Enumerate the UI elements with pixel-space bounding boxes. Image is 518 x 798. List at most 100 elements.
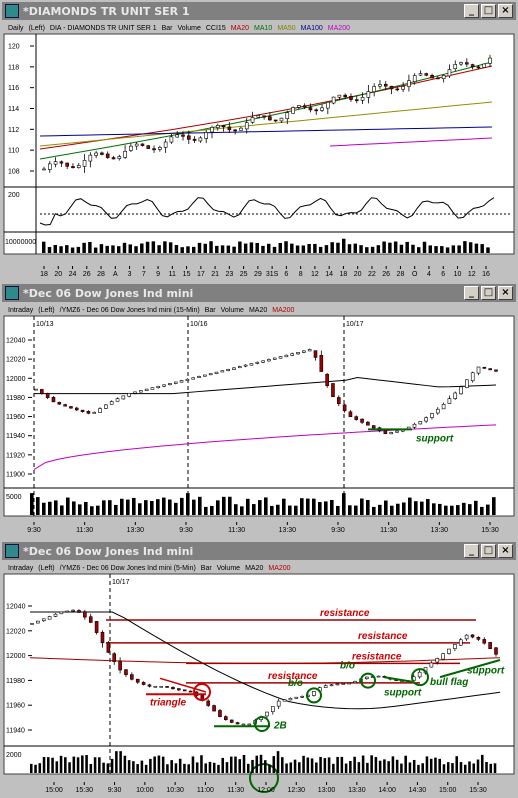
volume-bar — [127, 760, 131, 773]
price-tick-label: 120 — [8, 44, 20, 51]
price-candle — [208, 373, 213, 376]
maximize-button[interactable]: □ — [481, 544, 496, 558]
volume-bar — [474, 243, 479, 253]
window-titlebar[interactable]: *Dec 06 Dow Jones Ind mini _ □ × — [2, 542, 516, 560]
volume-bar — [47, 247, 52, 253]
window-titlebar[interactable]: *Dec 06 Dow Jones Ind mini _ □ × — [2, 284, 516, 302]
x-tick-label: 23 — [225, 271, 233, 278]
price-candle — [312, 691, 316, 696]
price-candle — [158, 147, 162, 150]
volume-bar — [446, 762, 450, 773]
price-candle — [294, 696, 299, 699]
volume-bar — [102, 762, 105, 773]
cci-line — [39, 197, 495, 226]
volume-bar — [144, 500, 148, 515]
price-candle — [59, 161, 64, 164]
close-button[interactable]: × — [498, 4, 513, 18]
volume-bar — [319, 756, 322, 773]
window-ym-5min: *Dec 06 Dow Jones Ind mini _ □ × Intrada… — [0, 540, 518, 798]
volume-bar — [384, 500, 388, 515]
close-button[interactable]: × — [498, 544, 513, 558]
volume-bar — [106, 763, 110, 773]
volume-bar — [442, 764, 446, 773]
volume-bar — [324, 501, 328, 515]
price-candle — [458, 639, 463, 646]
volume-bar — [462, 502, 466, 515]
volume-bar — [456, 505, 460, 515]
price-candle — [307, 349, 312, 352]
volume-bar — [228, 496, 232, 515]
header-part: CCI15 — [206, 25, 226, 32]
volume-bar — [388, 242, 392, 253]
volume-bar — [422, 241, 427, 253]
ym-15min-chart[interactable]: Intraday (Left) /YMZ6 - Dec 06 Dow Jones I… — [0, 282, 518, 540]
volume-bar — [203, 243, 207, 253]
close-button[interactable]: × — [498, 286, 513, 300]
volume-bar — [234, 504, 238, 515]
volume-bar — [110, 758, 114, 773]
minimize-button[interactable]: _ — [464, 286, 479, 300]
price-tick-label: 12040 — [6, 604, 26, 611]
volume-bar — [365, 247, 369, 253]
volume-bar — [485, 761, 488, 773]
price-candle — [30, 623, 34, 625]
support-line — [439, 659, 501, 679]
price-candle — [206, 700, 211, 706]
price-candle — [241, 723, 246, 726]
volume-bar — [238, 241, 242, 253]
price-candle — [191, 377, 196, 380]
volume-bar — [238, 759, 242, 773]
x-tick-label: A — [113, 271, 118, 278]
app-icon — [5, 4, 19, 18]
ym-5min-chart[interactable]: Intraday (Left) /YMZ6 - Dec 06 Dow Jones I… — [0, 540, 518, 798]
volume-bar — [451, 245, 456, 253]
price-candle — [249, 363, 254, 366]
diamonds-daily-chart[interactable]: Daily (Left) DIA - DIAMONDS TR UNIT SER 1 B… — [0, 0, 518, 282]
volume-bar — [353, 756, 356, 773]
volume-bar — [68, 762, 71, 773]
volume-bar — [330, 499, 334, 515]
window-titlebar[interactable]: *DIAMONDS TR UNIT SER 1 _ □ × — [2, 2, 516, 20]
price-candle — [331, 96, 336, 104]
price-candle — [288, 698, 293, 701]
volume-bar — [290, 243, 294, 253]
maximize-button[interactable]: □ — [481, 286, 496, 300]
volume-bar — [492, 497, 496, 515]
price-candle — [418, 73, 423, 76]
volume-bar — [357, 762, 361, 773]
price-candle — [47, 163, 52, 170]
price-candle — [159, 685, 164, 688]
chart-header: Intraday (Left) /YMZ6 - Dec 06 Dow Jones I… — [8, 565, 291, 572]
volume-bar — [174, 502, 178, 515]
price-candle — [162, 384, 166, 387]
price-candle — [476, 66, 481, 69]
volume-bar — [174, 244, 179, 253]
x-tick-label: 28 — [97, 271, 105, 278]
price-candle — [268, 116, 272, 121]
volume-bar — [197, 242, 202, 253]
volume-bar — [246, 763, 250, 773]
session-date-label: 10/17 — [112, 579, 130, 586]
volume-bar — [400, 763, 403, 773]
maximize-button[interactable]: □ — [481, 4, 496, 18]
price-candle — [204, 132, 208, 139]
volume-bar — [396, 503, 400, 515]
x-tick-label: 9:30 — [331, 527, 345, 534]
price-candle — [53, 613, 58, 617]
price-candle — [320, 107, 324, 111]
header-part: MA20 — [249, 307, 267, 314]
price-candle — [42, 168, 46, 171]
minimize-button[interactable]: _ — [464, 544, 479, 558]
volume-bar — [84, 501, 88, 515]
price-candle — [372, 86, 376, 93]
price-candle — [267, 359, 271, 362]
price-candle — [34, 388, 38, 391]
price-candle — [465, 62, 469, 65]
volume-bar — [209, 241, 213, 253]
price-candle — [360, 96, 365, 101]
price-candle — [348, 411, 353, 418]
volume-bar — [340, 756, 344, 773]
price-tick-label: 11940 — [6, 433, 25, 440]
minimize-button[interactable]: _ — [464, 4, 479, 18]
price-tick-label: 11940 — [6, 728, 25, 735]
